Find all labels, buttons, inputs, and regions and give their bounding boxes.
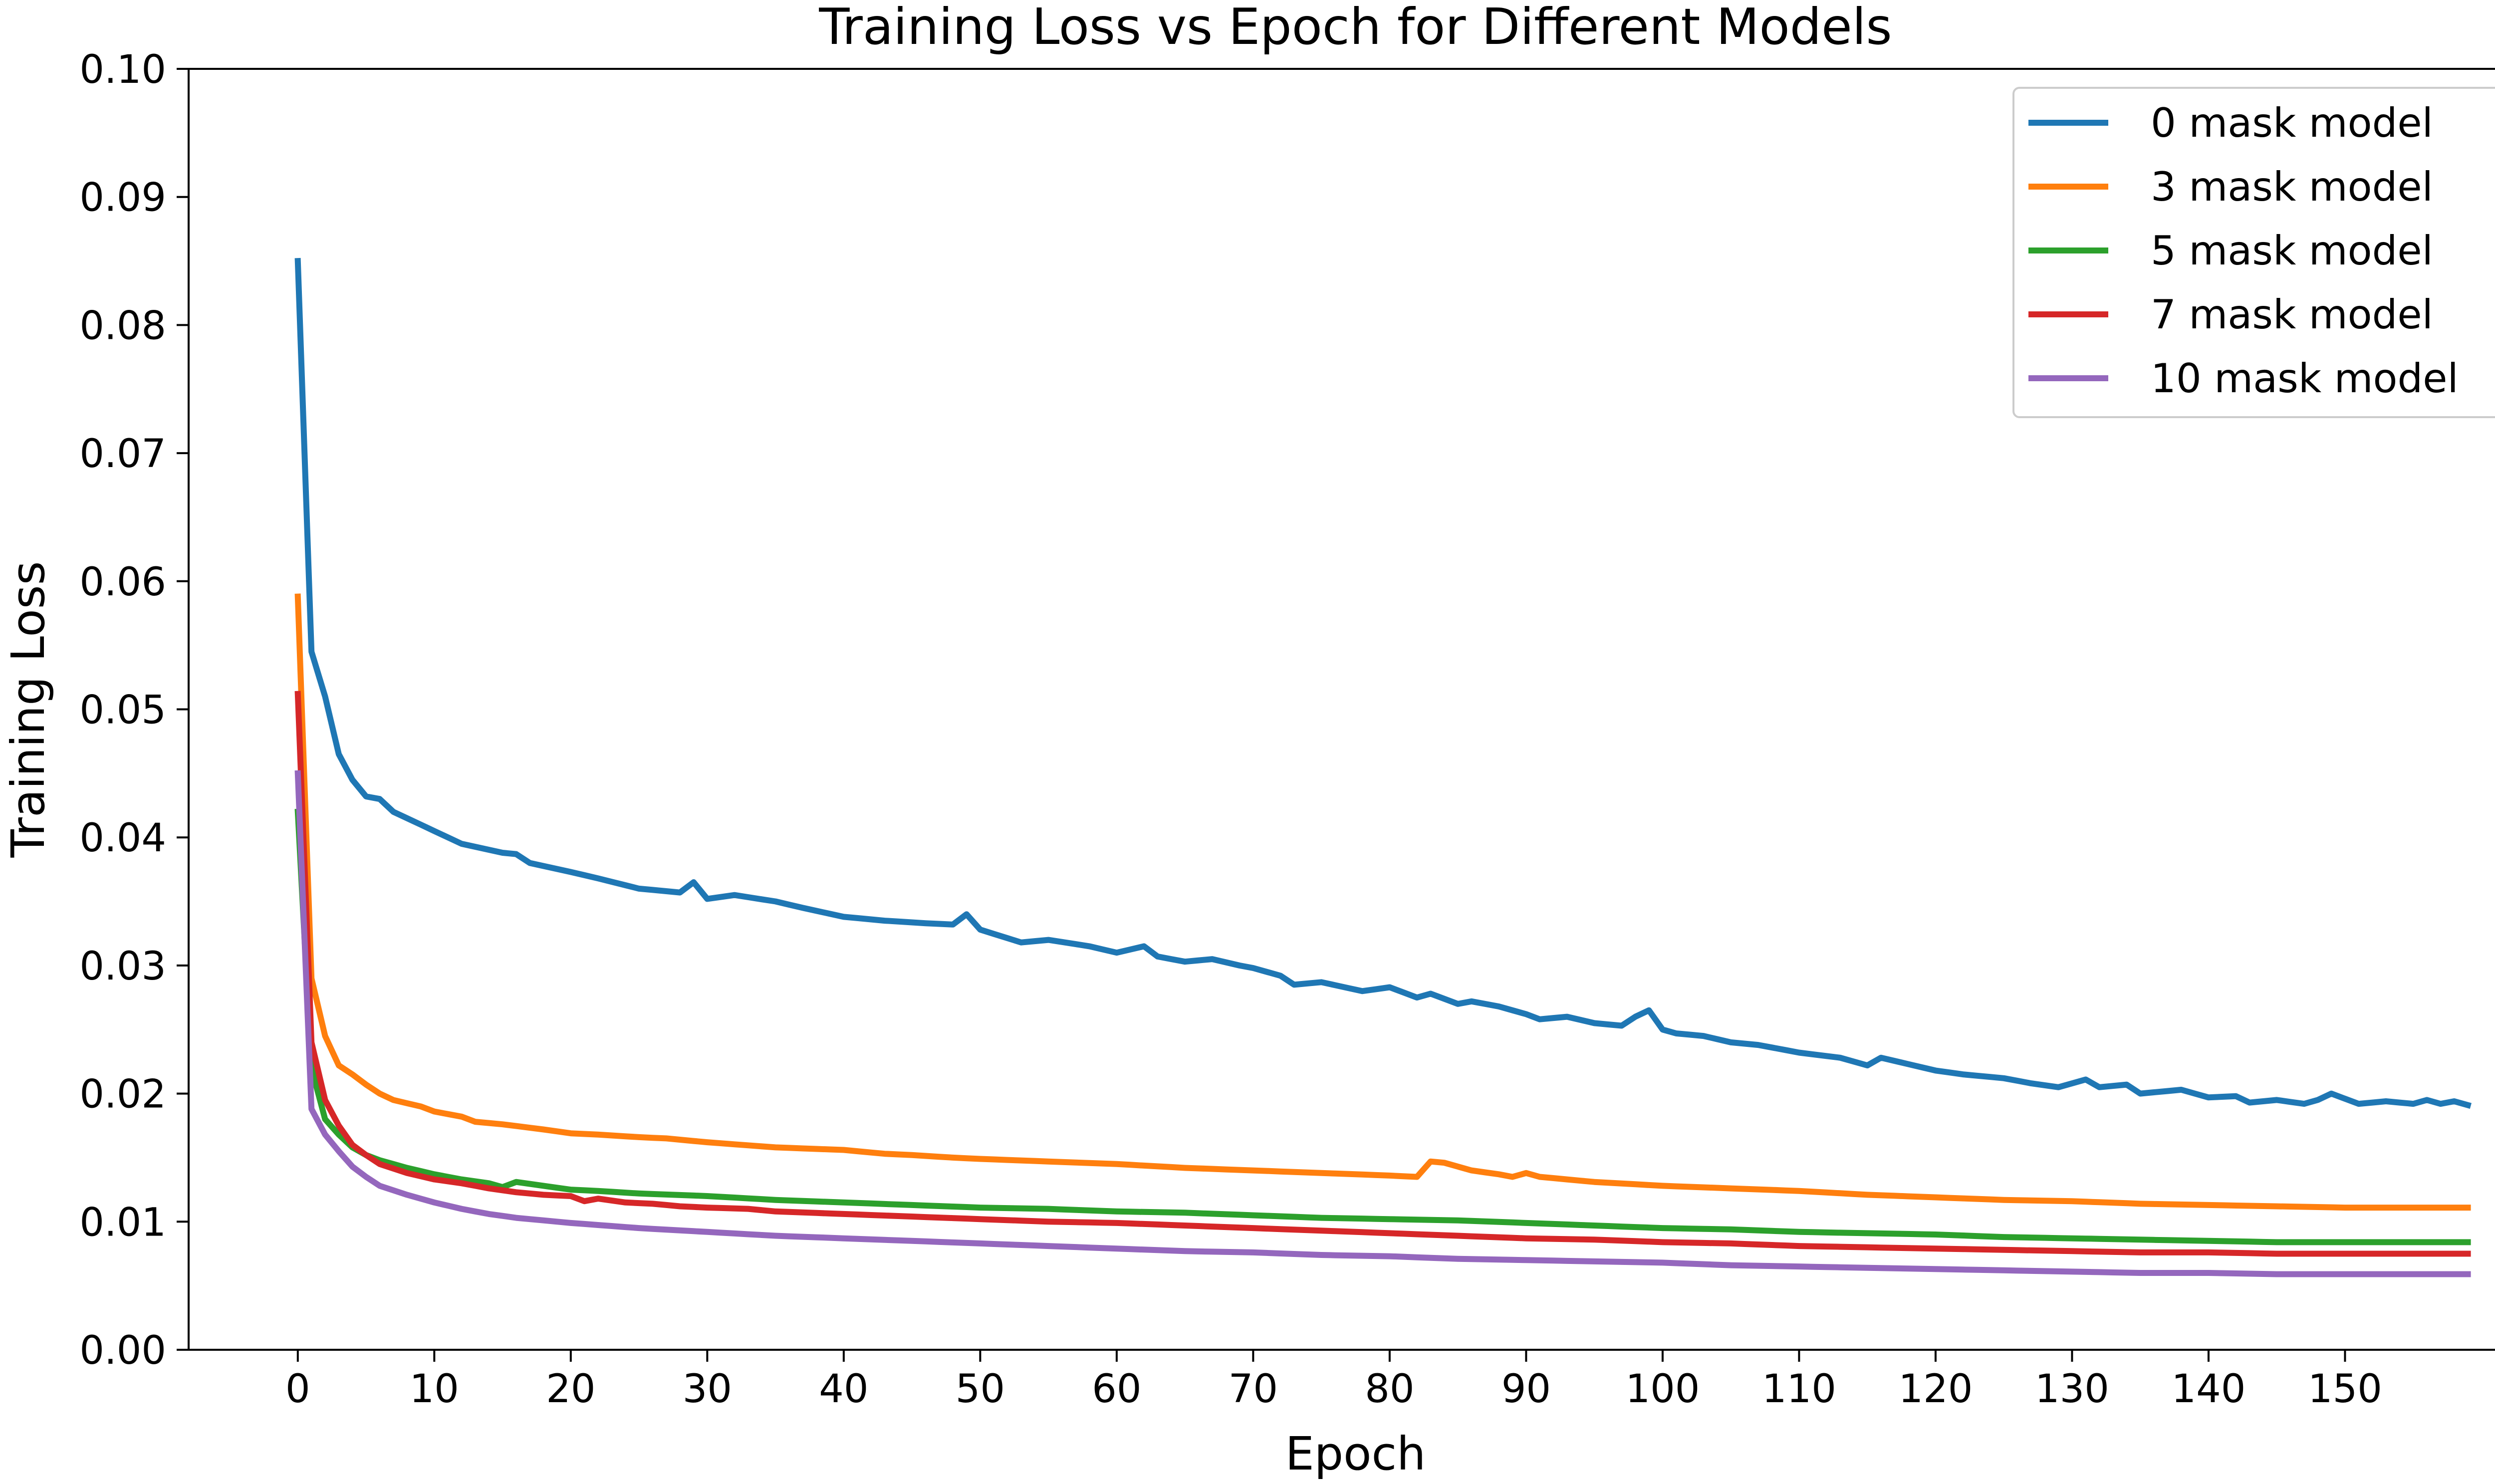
x-tick-label: 20 bbox=[546, 1367, 595, 1412]
x-tick-label: 100 bbox=[1625, 1367, 1700, 1412]
y-tick-label: 0.09 bbox=[79, 176, 166, 221]
series-line-3-mask-model bbox=[294, 593, 2471, 1211]
y-tick-label: 0.01 bbox=[79, 1200, 166, 1245]
series-line-7-mask-model bbox=[294, 691, 2471, 1257]
x-tick-label: 10 bbox=[410, 1367, 459, 1412]
x-tick-label: 0 bbox=[285, 1367, 310, 1412]
y-tick-label: 0.07 bbox=[79, 432, 166, 477]
x-tick-label: 90 bbox=[1501, 1367, 1551, 1412]
x-tick-label: 30 bbox=[683, 1367, 732, 1412]
y-axis: 0.00 0.01 0.02 0.03 0.04 0.05 0.06 0.07 0.08 0.09… bbox=[79, 47, 189, 1373]
legend-label-3-mask-model: 3 mask model bbox=[2151, 164, 2433, 210]
x-tick-label: 40 bbox=[819, 1367, 868, 1412]
legend-label-5-mask-model: 5 mask model bbox=[2151, 228, 2433, 274]
series-layer bbox=[294, 257, 2472, 1277]
y-tick-label: 0.00 bbox=[79, 1328, 166, 1373]
x-tick-label: 150 bbox=[2308, 1367, 2382, 1412]
y-tick-label: 0.05 bbox=[79, 688, 166, 733]
x-axis-label: Epoch bbox=[1285, 1427, 1426, 1481]
x-tick-label: 50 bbox=[956, 1367, 1005, 1412]
y-tick-label: 0.10 bbox=[79, 47, 166, 92]
series-line-5-mask-model bbox=[294, 808, 2471, 1245]
legend-label-7-mask-model: 7 mask model bbox=[2151, 291, 2433, 338]
legend: 0 mask model 3 mask model 5 mask model 7 ma… bbox=[2012, 87, 2495, 418]
x-tick-label: 120 bbox=[1898, 1367, 1973, 1412]
y-axis-label: Training Loss bbox=[1, 561, 55, 858]
series-line-10-mask-model bbox=[294, 770, 2471, 1277]
x-tick-label: 80 bbox=[1365, 1367, 1414, 1412]
legend-box bbox=[2012, 87, 2495, 418]
y-tick-label: 0.02 bbox=[79, 1072, 166, 1117]
legend-label-0-mask-model: 0 mask model bbox=[2151, 100, 2433, 146]
chart-title: Training Loss vs Epoch for Different Mod… bbox=[818, 0, 1892, 56]
legend-label-10-mask-model: 10 mask model bbox=[2151, 355, 2459, 402]
y-tick-label: 0.03 bbox=[79, 944, 166, 989]
y-tick-label: 0.08 bbox=[79, 303, 166, 348]
y-tick-label: 0.06 bbox=[79, 560, 166, 605]
x-tick-label: 70 bbox=[1229, 1367, 1278, 1412]
x-tick-label: 60 bbox=[1092, 1367, 1141, 1412]
x-axis: 0 10 20 30 40 50 60 70 80 90 100 110 120 130 140 150 bbox=[285, 1350, 2382, 1412]
x-tick-label: 140 bbox=[2171, 1367, 2246, 1412]
x-tick-label: 110 bbox=[1762, 1367, 1836, 1412]
series-line-0-mask-model bbox=[294, 257, 2472, 1109]
x-tick-label: 130 bbox=[2035, 1367, 2109, 1412]
y-tick-label: 0.04 bbox=[79, 816, 166, 861]
